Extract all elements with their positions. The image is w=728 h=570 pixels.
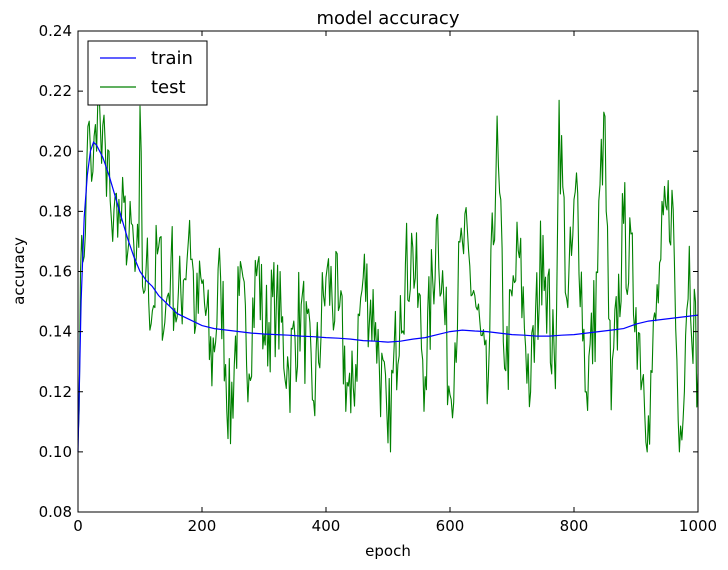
x-axis-ticks: 0 200 400 600 800 1000: [73, 31, 717, 535]
y-tick-label: 0.10: [39, 443, 72, 461]
x-tick-label: 1000: [679, 517, 717, 535]
y-axis-ticks: 0.08 0.10 0.12 0.14 0.16 0.18 0.20 0.22 0.24: [39, 22, 698, 521]
y-tick-label: 0.08: [39, 503, 72, 521]
legend-label-train: train: [151, 48, 193, 69]
legend-label-test: test: [151, 77, 186, 98]
x-tick-label: 200: [188, 517, 217, 535]
y-tick-label: 0.12: [39, 383, 72, 401]
series-layer: [77, 90, 699, 453]
y-tick-label: 0.18: [39, 202, 72, 220]
legend: train test: [87, 40, 208, 106]
chart-title: model accuracy: [317, 8, 460, 29]
y-tick-label: 0.14: [39, 323, 72, 341]
plot-area: 0 200 400 600 800 1000 0.080.100.120.140.160.…: [39, 22, 718, 535]
legend-box: [87, 40, 208, 106]
series-line-train: [77, 141, 699, 452]
x-tick-label: 0: [73, 517, 83, 535]
x-tick-label: 600: [436, 517, 465, 535]
y-axis-label: accuracy: [10, 237, 28, 305]
y-tick-label: 0.20: [39, 142, 72, 160]
x-tick-label: 400: [312, 517, 341, 535]
y-tick-label: 0.16: [39, 263, 72, 281]
y-tick-label: 0.22: [39, 82, 72, 100]
series-line-test: [77, 90, 699, 453]
x-tick-label: 800: [560, 517, 589, 535]
y-tick-label: 0.24: [39, 22, 72, 40]
x-axis-label: epoch: [365, 542, 411, 560]
